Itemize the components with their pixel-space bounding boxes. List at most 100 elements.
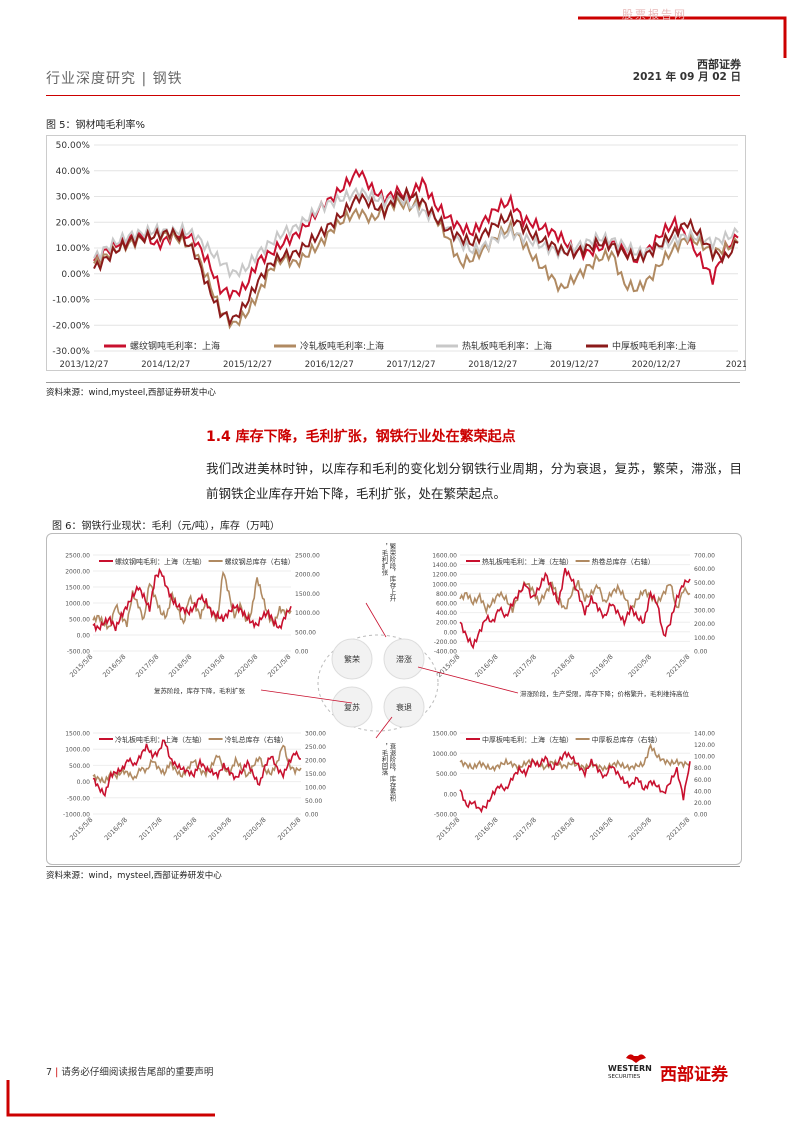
fig6-left-tick: 1000.00 [432,751,457,758]
clock-quadrant [331,686,373,728]
fig6-left-tick: 0.00 [77,779,91,786]
clock-arrow [375,716,393,739]
fig5-legend-label: 中厚板吨毛利率:上海 [612,340,696,352]
fig5-legend-label: 冷轧板吨毛利率:上海 [300,340,384,352]
fig6-legend-left: 螺纹钢吨毛利：上海（左轴） [115,557,206,566]
clock-quadrant-label: 滞涨 [396,654,412,664]
fig6-right-tick: 1000.00 [295,610,320,617]
fig6-xtick: 2017/5/8 [512,653,538,679]
header-category: 行业深度研究 | 钢铁 [46,71,183,87]
fig6-right-tick: 1500.00 [295,591,320,598]
fig6-xtick: 2019/5/8 [200,653,226,679]
fig6-left-tick: 500.00 [436,771,457,778]
clock-quadrant-label: 复苏 [344,702,360,712]
fig6-left-tick: 0.00 [77,633,91,640]
figure6-divider [46,866,740,867]
fig6-stock-line [92,744,302,784]
fig5-xtick: 2016/12/27 [305,360,354,370]
fig6-left-tick: 2000.00 [65,569,90,576]
fig5-xtick: 2021/ [726,360,746,370]
fig5-xtick: 2014/12/27 [141,360,190,370]
fig6-legend-right: 热卷总库存（右轴） [592,557,655,566]
fig6-xtick: 2016/5/8 [473,816,499,842]
fig6-left-tick: -1000.00 [63,812,90,819]
clock-arrow [365,602,387,638]
fig5-series-line [93,186,739,279]
fig6-left-tick: 0.00 [444,791,458,798]
watermark: 股票报告网 [622,8,687,21]
fig6-right-tick: 700.00 [694,553,715,560]
fig6-right-tick: 200.00 [694,621,715,628]
fig5-xtick: 2020/12/27 [632,360,681,370]
page-number: 7 [46,1067,53,1078]
fig6-xtick: 2016/5/8 [473,653,499,679]
fig6-stock-line [459,742,691,773]
fig5-ytick: 30.00% [56,193,91,203]
header-brand: 西部证券 [697,58,741,71]
fig6-xtick: 2021/5/8 [665,653,691,679]
fig6-xtick: 2020/5/8 [627,653,653,679]
fig6-left-tick: -500.00 [67,795,90,802]
fig6-right-tick: 140.00 [694,731,715,738]
fig6-left-tick: 500.00 [69,617,90,624]
fig5-xtick: 2013/12/27 [60,360,109,370]
fig6-xtick: 2019/5/8 [588,816,614,842]
fig6-xtick: 2017/5/8 [134,653,160,679]
fig6-stock-line [92,570,292,631]
fig6-left-tick: 200.00 [436,620,457,627]
fig6-right-tick: 300.00 [305,731,326,738]
fig6-profit-line [459,750,691,814]
fig5-border [46,135,746,371]
fig6-subchart: 1500.00 1000.00 500.00 0.00 -500.00 -1000.00 3… [63,731,326,843]
fig6-right-tick: 200.00 [305,758,326,765]
fig6-right-tick: 2500.00 [295,553,320,560]
fig6-left-tick: 1000.00 [432,581,457,588]
fig6-left-tick: 1500.00 [65,731,90,738]
fig6-left-tick: 1600.00 [432,553,457,560]
clock-quadrant [383,686,425,728]
fig6-xtick: 2018/5/8 [172,816,198,842]
fig5-series-line [93,194,739,330]
figure5-source: 资料来源：wind,mysteel,西部证券研发中心 [46,388,216,398]
fig6-right-tick: 250.00 [305,744,326,751]
fig6-right-tick: 0.00 [694,812,708,819]
fig6-right-tick: 400.00 [694,594,715,601]
fig6-profit-line [92,739,301,798]
figure5-divider [46,382,740,383]
clock-quadrant-label: 衰退 [396,702,412,712]
fig6-right-tick: 500.00 [295,629,316,636]
fig6-xtick: 2015/5/8 [68,816,94,842]
fig5-ytick: 40.00% [56,167,91,177]
fig6-left-tick: 1500.00 [65,585,90,592]
fig5-xtick: 2018/12/27 [468,360,517,370]
fig6-right-tick: 80.00 [694,765,711,772]
fig6-right-tick: 0.00 [295,649,309,656]
logo-cn: 西部证券 [660,1065,728,1085]
fig6-xtick: 2021/5/8 [665,816,691,842]
figure6-source: 资料来源：wind，mysteel,西部证券研发中心 [46,871,222,881]
fig5-ytick: 10.00% [56,244,91,254]
fig6-profit-line [459,567,691,650]
fig6-xtick: 2019/5/8 [588,653,614,679]
fig6-left-tick: 1500.00 [432,731,457,738]
fig6-right-tick: 0.00 [305,812,319,819]
fig6-left-tick: 500.00 [69,763,90,770]
fig5-xtick: 2017/12/27 [387,360,436,370]
clock-quadrant-label: 繁荣 [344,654,360,664]
fig6-left-tick: -500.00 [434,812,457,819]
fig6-xtick: 2016/5/8 [103,816,129,842]
fig6-right-tick: 150.00 [305,771,326,778]
fig5-xtick: 2015/12/27 [223,360,272,370]
fig6-right-tick: 120.00 [694,742,715,749]
fig6-xtick: 2018/5/8 [167,653,193,679]
fig6-xtick: 2021/5/8 [266,653,292,679]
fig6-xtick: 2015/5/8 [68,653,94,679]
clock-arrow [417,666,519,694]
fig6-legend-left: 冷轧板吨毛利：上海（左轴） [115,735,206,744]
fig6-xtick: 2017/5/8 [512,816,538,842]
fig6-right-tick: 20.00 [694,800,711,807]
fig6-right-tick: 2000.00 [295,572,320,579]
figure6-frame [46,533,742,865]
fig6-right-tick: 100.00 [694,635,715,642]
